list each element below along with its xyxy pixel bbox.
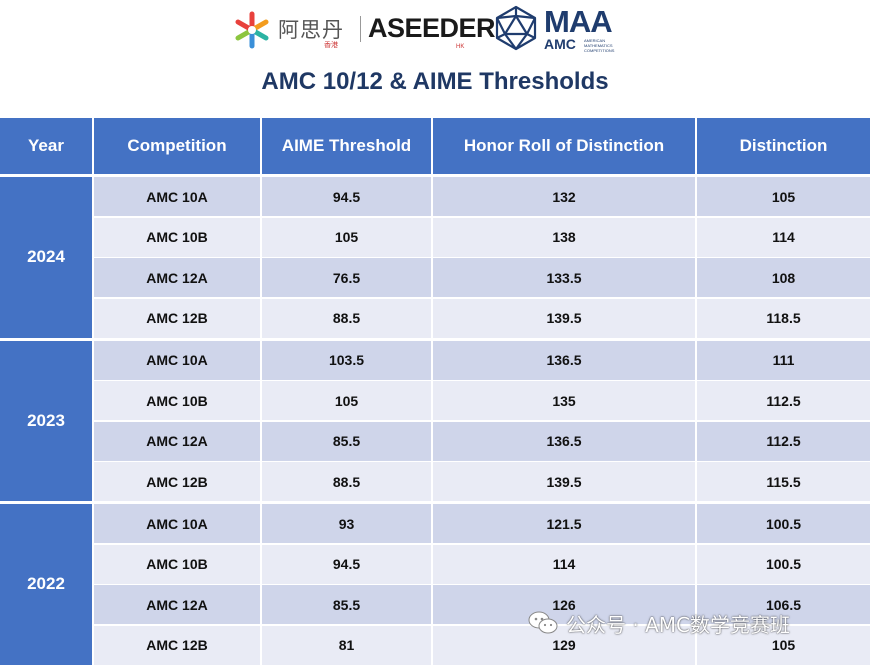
wechat-icon (528, 611, 558, 634)
cell-competition: AMC 12A (94, 258, 260, 297)
cell-competition: AMC 10A (94, 340, 260, 380)
cell-aime: 105 (262, 217, 431, 257)
aseeder-brand-sub: HK (456, 44, 465, 50)
year-cell: 2024 (0, 177, 92, 338)
cell-honor: 135 (433, 381, 695, 420)
year-cell: 2023 (0, 340, 92, 501)
cell-competition: AMC 12A (94, 421, 260, 461)
aseeder-star-icon (235, 11, 269, 49)
logo-divider (360, 16, 361, 42)
cell-aime: 94.5 (262, 177, 431, 216)
maa-wordmark: MAA (544, 4, 613, 39)
cell-aime: 88.5 (262, 298, 431, 338)
cell-competition: AMC 12A (94, 585, 260, 624)
cell-competition: AMC 12B (94, 298, 260, 338)
cell-distinction: 112.5 (697, 421, 870, 461)
watermark-text: 公众号 · AMC数学竞赛班 (566, 612, 790, 637)
cell-competition: AMC 12B (94, 462, 260, 501)
cell-honor: 136.5 (433, 421, 695, 461)
cell-competition: AMC 12B (94, 625, 260, 665)
cell-aime: 103.5 (262, 340, 431, 380)
cell-honor: 136.5 (433, 340, 695, 380)
page-title: AMC 10/12 & AIME Thresholds (261, 68, 609, 95)
cell-aime: 85.5 (262, 585, 431, 624)
cell-competition: AMC 10A (94, 504, 260, 543)
header-year: Year (0, 118, 92, 174)
cell-honor: 126 (433, 585, 695, 624)
cell-honor: 133.5 (433, 258, 695, 297)
cell-distinction: 108 (697, 258, 870, 297)
cell-aime: 76.5 (262, 258, 431, 297)
cell-distinction: 115.5 (697, 462, 870, 501)
maa-logo: MAA AMC AMERICAN MATHEMATICS COMPETITION… (492, 4, 642, 53)
header-distinction: Distinction (697, 118, 870, 174)
cell-honor: 139.5 (433, 298, 695, 338)
cell-aime: 105 (262, 381, 431, 420)
cell-aime: 85.5 (262, 421, 431, 461)
cell-aime: 88.5 (262, 462, 431, 501)
cell-honor: 121.5 (433, 504, 695, 543)
aseeder-logo: 阿思丹 香港 ASEEDER HK (232, 8, 496, 50)
cell-distinction: 100.5 (697, 544, 870, 584)
cell-honor: 129 (433, 625, 695, 665)
cell-distinction: 106.5 (697, 585, 870, 624)
cell-aime: 81 (262, 625, 431, 665)
cell-aime: 94.5 (262, 544, 431, 584)
cell-competition: AMC 10A (94, 177, 260, 216)
cell-honor: 138 (433, 217, 695, 257)
cell-distinction: 114 (697, 217, 870, 257)
header-competition: Competition (94, 118, 260, 174)
year-cell: 2022 (0, 504, 92, 665)
cell-distinction: 118.5 (697, 298, 870, 338)
watermark: 公众号 · AMC数学竞赛班 (528, 608, 790, 638)
header-aime-threshold: AIME Threshold (262, 118, 431, 174)
cell-distinction: 111 (697, 340, 870, 380)
aseeder-brand: ASEEDER (368, 13, 496, 43)
amc-small-text: AMERICAN MATHEMATICS COMPETITIONS (584, 38, 615, 53)
maa-icosahedron-icon (495, 5, 537, 51)
cell-honor: 139.5 (433, 462, 695, 501)
aseeder-cn-name: 阿思丹 (278, 18, 344, 42)
cell-competition: AMC 10B (94, 217, 260, 257)
cell-honor: 114 (433, 544, 695, 584)
logo-header: 阿思丹 香港 ASEEDER HK MAA AMC AMERICAN MATHE… (0, 0, 870, 60)
cell-honor: 132 (433, 177, 695, 216)
cell-aime: 93 (262, 504, 431, 543)
header-honor-roll: Honor Roll of Distinction (433, 118, 695, 174)
cell-competition: AMC 10B (94, 544, 260, 584)
cell-competition: AMC 10B (94, 381, 260, 420)
amc-wordmark: AMC (544, 36, 576, 52)
aseeder-cn-sub: 香港 (324, 42, 338, 49)
cell-distinction: 105 (697, 177, 870, 216)
cell-distinction: 105 (697, 625, 870, 665)
cell-distinction: 100.5 (697, 504, 870, 543)
cell-distinction: 112.5 (697, 381, 870, 420)
